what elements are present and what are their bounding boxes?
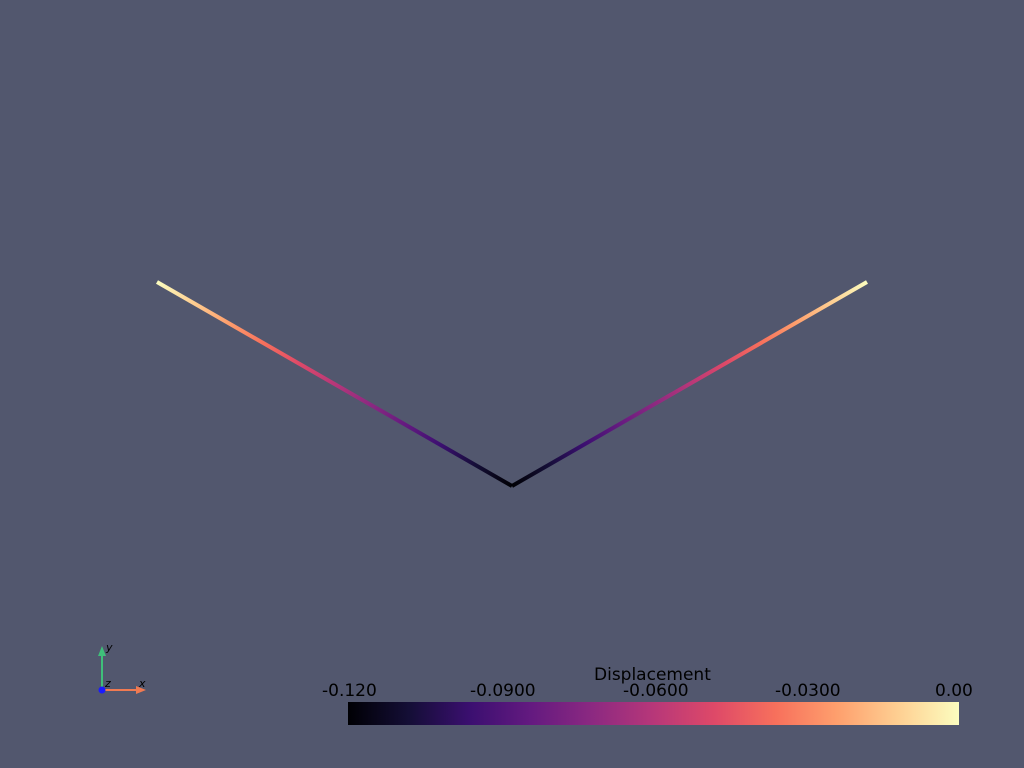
scalar-bar-tick-1: -0.0900 (470, 681, 536, 701)
left-beam (156, 280, 513, 488)
scalar-bar-tick-4: 0.00 (935, 681, 973, 701)
z-axis-dot (98, 686, 106, 694)
x-axis-arrowhead (136, 686, 146, 694)
x-axis-label: x (138, 677, 146, 690)
z-axis-label: z (104, 677, 111, 690)
scalar-bar-colorbar (348, 702, 959, 725)
scalar-bar-title: Displacement (594, 665, 711, 685)
scalar-bar-tick-2: -0.0600 (623, 681, 689, 701)
y-axis-label: y (105, 641, 113, 654)
colorbar-fill (348, 702, 959, 725)
orientation-axes-widget: y z x (98, 641, 146, 694)
scalar-bar-tick-3: -0.0300 (775, 681, 841, 701)
right-beam (511, 280, 868, 488)
scalar-bar-tick-0: -0.120 (322, 681, 377, 701)
y-axis-arrowhead (98, 646, 106, 656)
